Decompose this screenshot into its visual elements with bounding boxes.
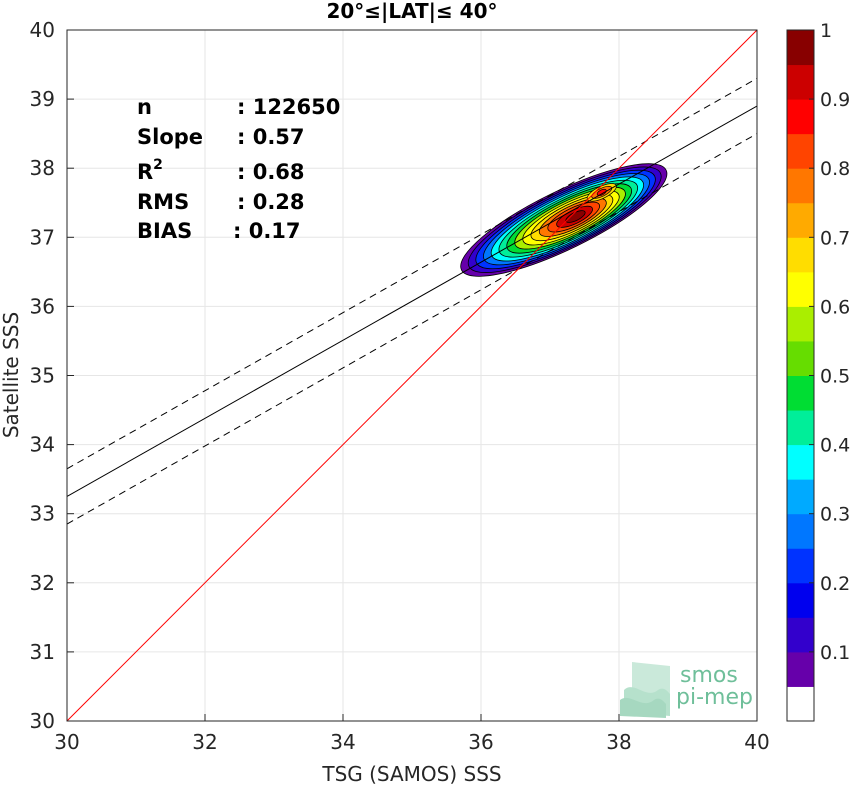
colorbar-segment <box>787 30 814 66</box>
fit-line <box>67 105 757 497</box>
colorbar-segment <box>787 64 814 100</box>
logo-line-2: pi-mep <box>676 685 753 710</box>
density-peak-secondary <box>596 188 607 196</box>
chart-title: 20°≤|LAT|≤ 40° <box>326 0 497 23</box>
colorbar-segment <box>787 479 814 515</box>
colorbar-tick-label: 0.9 <box>820 89 850 111</box>
colorbar-segment <box>787 375 814 411</box>
stat-r2-sup: 2 <box>153 157 163 173</box>
y-tick-label: 34 <box>30 433 55 457</box>
colorbar-segment <box>787 99 814 135</box>
colorbar-tick-label: 0.2 <box>820 573 850 595</box>
stats-box: n : 122650 Slope : 0.57 R2 : 0.68 RMS : … <box>137 95 340 243</box>
stat-n-label: n <box>137 95 152 119</box>
x-axis-ticks: 30 32 34 36 38 40 <box>54 714 770 754</box>
identity-line <box>67 30 757 721</box>
fit-upper-line <box>67 77 757 470</box>
y-tick-label: 33 <box>30 502 55 526</box>
colorbar-segment <box>787 237 814 273</box>
regression-lines <box>67 30 757 721</box>
y-tick-label: 32 <box>30 571 55 595</box>
x-tick-label: 34 <box>330 730 355 754</box>
stat-slope-value: : 0.57 <box>237 125 305 149</box>
y-tick-label: 35 <box>30 364 55 388</box>
fit-lower-line <box>67 133 757 525</box>
stat-r2-label: R2 <box>137 157 163 184</box>
x-tick-label: 36 <box>468 730 493 754</box>
colorbar-segment <box>787 686 814 722</box>
y-tick-label: 31 <box>30 640 55 664</box>
y-tick-label: 39 <box>30 87 55 111</box>
colorbar-segment <box>787 444 814 480</box>
stat-slope-label: Slope <box>137 125 203 149</box>
colorbar-segment <box>787 202 814 238</box>
colorbar-segment <box>787 306 814 342</box>
grid <box>66 29 758 722</box>
colorbar-segment <box>787 513 814 549</box>
y-tick-label: 37 <box>30 225 55 249</box>
colorbar-segment <box>787 410 814 446</box>
x-tick-label: 32 <box>192 730 217 754</box>
y-axis-label: Satellite SSS <box>0 312 23 438</box>
stat-bias-value: : 0.17 <box>233 219 301 243</box>
colorbar-tick-label: 0.1 <box>820 642 850 664</box>
stat-rms-value: : 0.28 <box>237 190 305 214</box>
y-tick-label: 30 <box>30 709 55 733</box>
y-tick-label: 40 <box>30 18 55 42</box>
x-tick-label: 40 <box>744 730 769 754</box>
colorbar-segment <box>787 340 814 376</box>
stat-rms-label: RMS <box>137 190 189 214</box>
colorbar-tick-label: 0.4 <box>820 435 850 457</box>
x-tick-label: 38 <box>606 730 631 754</box>
colorbar-tick-label: 0.7 <box>820 227 850 249</box>
colorbar-ticks: 0.1 0.2 0.3 0.4 0.5 0.6 0.7 0.8 0.9 1 <box>809 20 850 664</box>
colorbar-tick-label: 0.3 <box>820 504 850 526</box>
logo-line-1: smos <box>680 663 738 688</box>
y-tick-label: 38 <box>30 156 55 180</box>
stat-r2-base: R <box>137 160 153 184</box>
colorbar-segment <box>787 133 814 169</box>
colorbar-segment <box>787 271 814 307</box>
stat-r2-value: : 0.68 <box>237 160 305 184</box>
colorbar-tick-label: 0.6 <box>820 296 850 318</box>
y-axis-ticks: 30 31 32 33 34 35 36 37 38 39 40 <box>30 18 74 733</box>
colorbar-segment <box>787 548 814 584</box>
y-tick-label: 36 <box>30 294 55 318</box>
colorbar-segment <box>787 582 814 618</box>
density-contours <box>460 163 668 277</box>
colorbar <box>787 30 814 722</box>
stat-bias-label: BIAS <box>137 219 192 243</box>
x-tick-label: 30 <box>54 730 79 754</box>
colorbar-tick-label: 0.8 <box>820 158 850 180</box>
colorbar-segment <box>787 651 814 687</box>
x-axis-label: TSG (SAMOS) SSS <box>321 762 501 786</box>
colorbar-tick-label: 1 <box>820 20 832 42</box>
stat-n-value: : 122650 <box>237 95 340 119</box>
colorbar-tick-label: 0.5 <box>820 366 850 388</box>
colorbar-segment <box>787 617 814 653</box>
colorbar-segment <box>787 168 814 204</box>
smos-pimep-logo: smos pi-mep <box>620 662 753 718</box>
logo-waves-icon <box>620 662 670 718</box>
